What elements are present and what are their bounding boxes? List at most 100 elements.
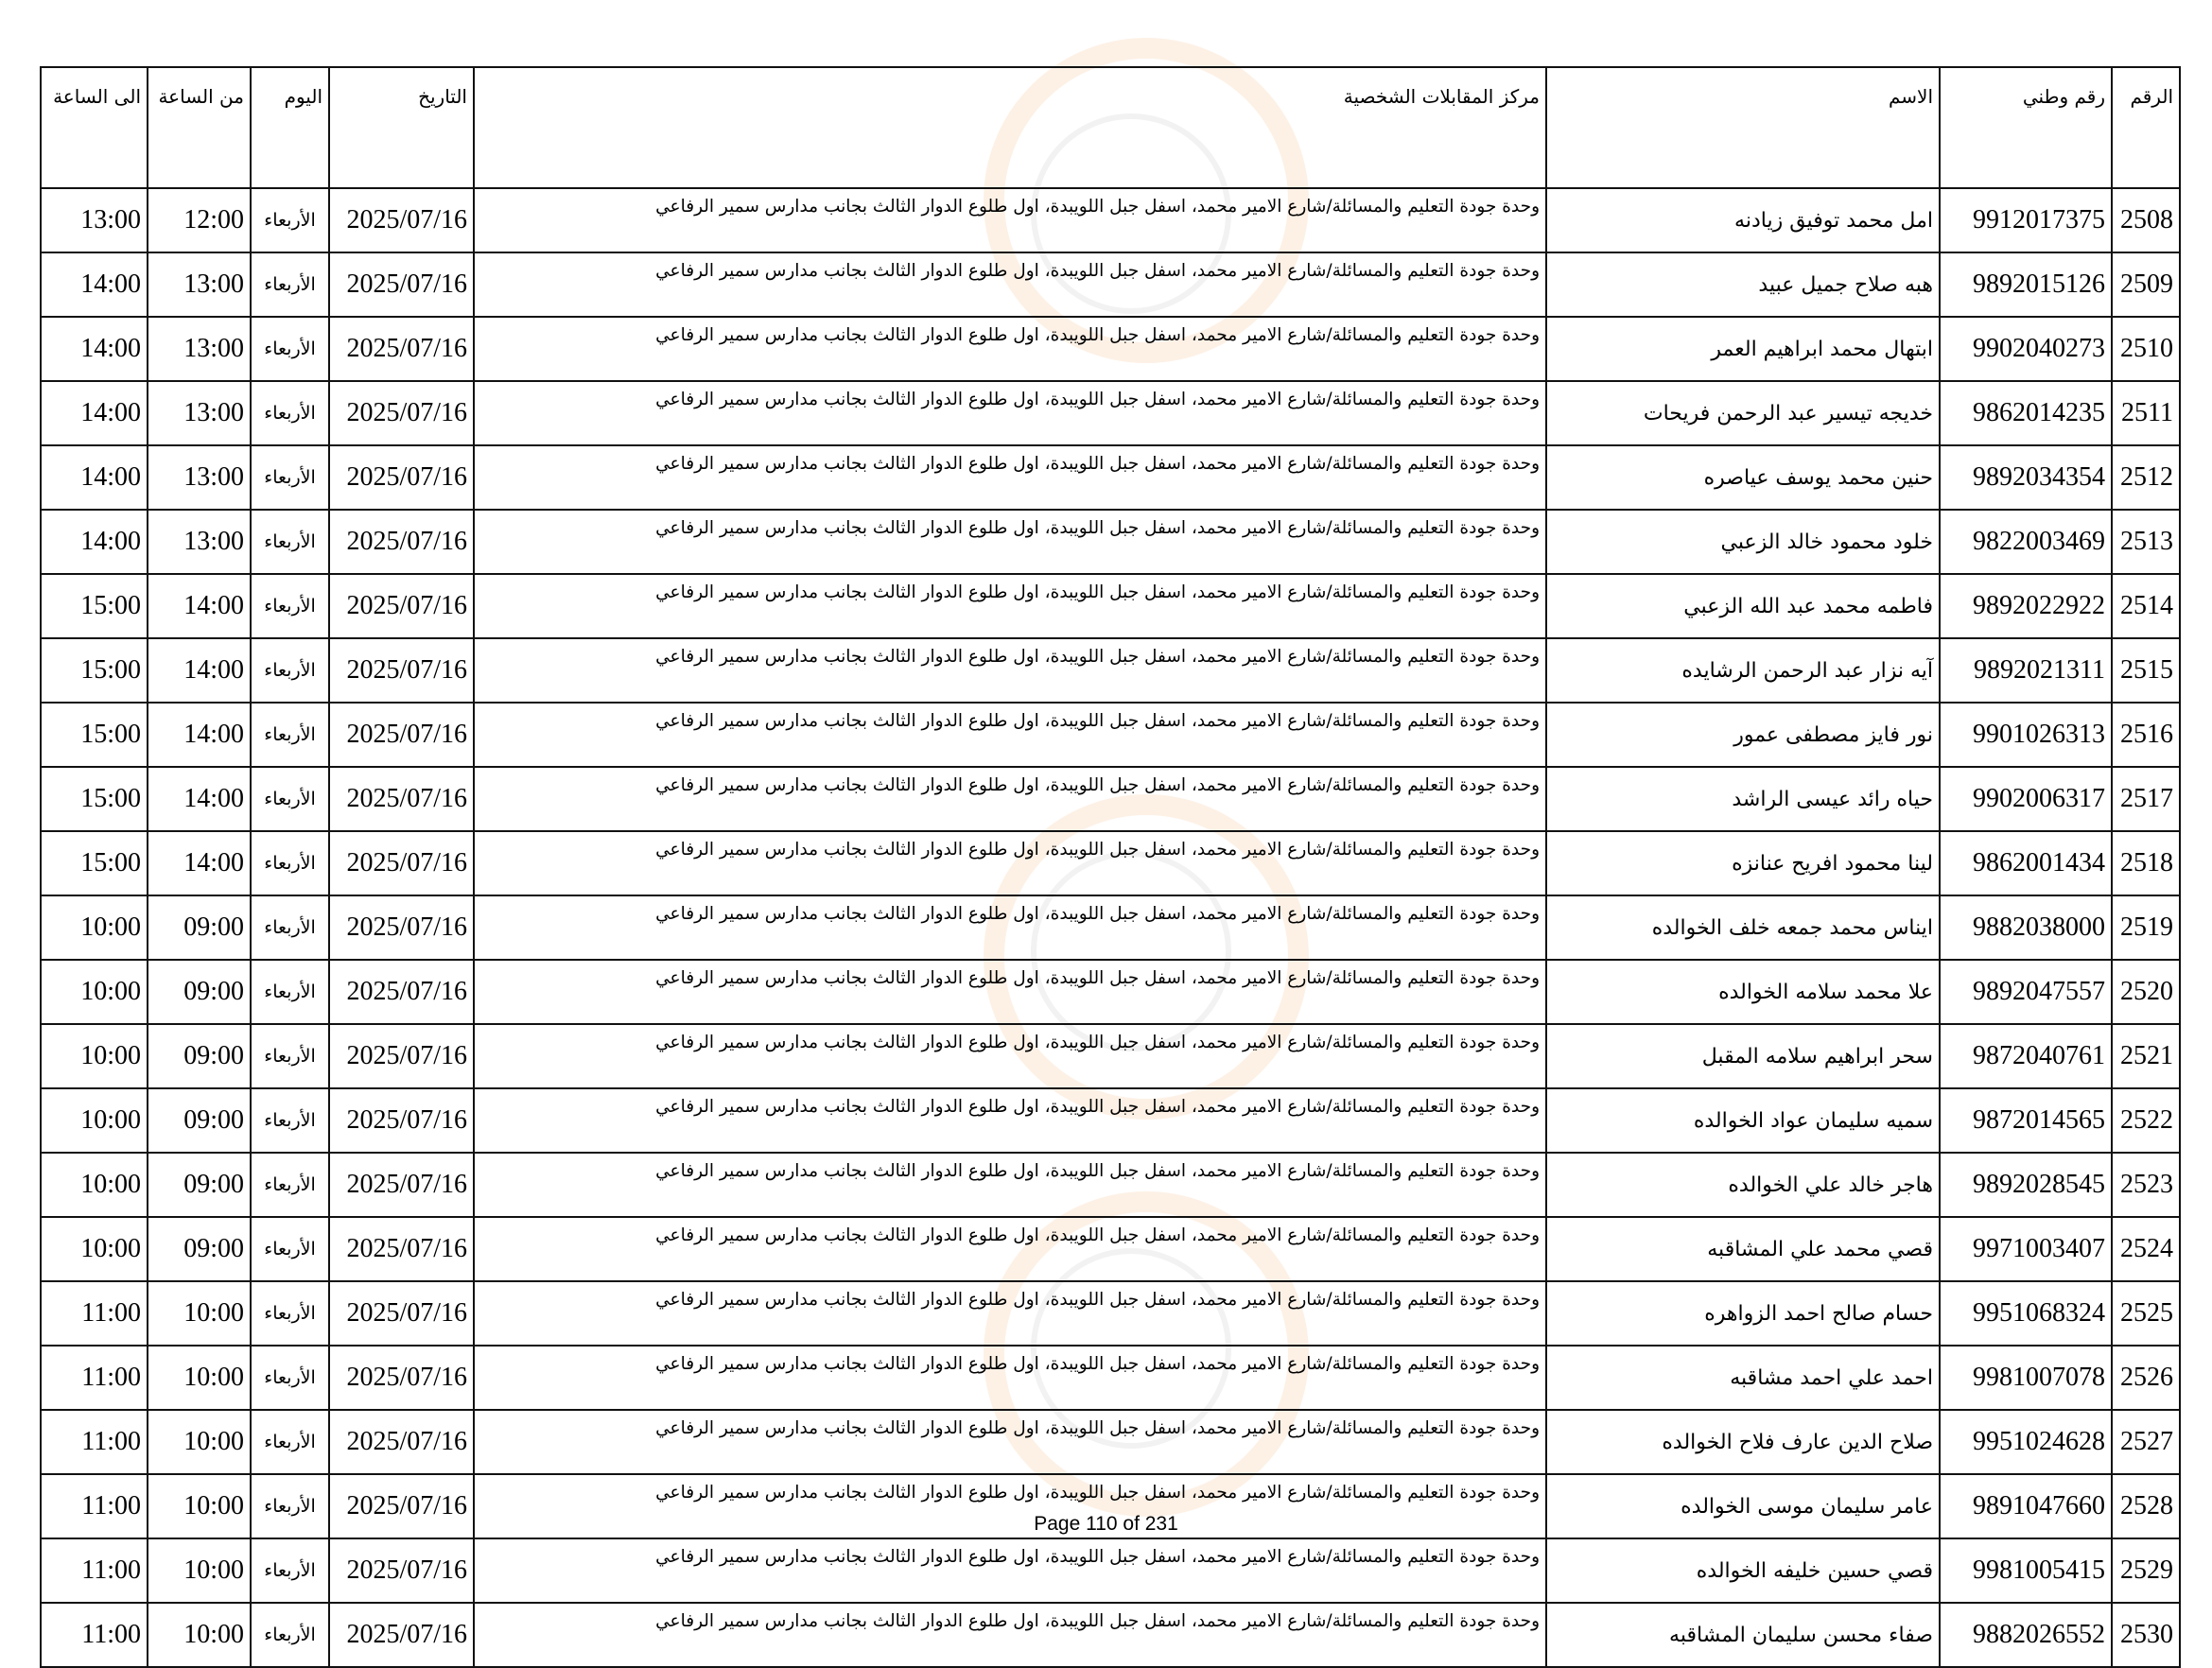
interview-center-cell: وحدة جودة التعليم والمسائلة/شارع الامير … [473,1409,1547,1475]
date-cell: 2025/07/16 [328,1087,475,1154]
interview-center-cell: وحدة جودة التعليم والمسائلة/شارع الامير … [473,895,1547,961]
national-id-cell: 9951068324 [1939,1280,2113,1347]
table-row: 2525 9951068324 حسام صالح احمد الزواهره وحد… [40,1280,2181,1347]
day-cell: الأربعاء [250,830,330,896]
header-national-id: رقم وطني [1939,66,2113,189]
to-time-cell: 15:00 [40,637,148,704]
national-id-cell: 9981007078 [1939,1345,2113,1411]
name-cell: نور فايز مصطفى عمور [1545,702,1941,768]
table-row: 2510 9902040273 ابتهال محمد ابراهيم العمر و… [40,316,2181,382]
name-cell: ابتهال محمد ابراهيم العمر [1545,316,1941,382]
date-cell: 2025/07/16 [328,1023,475,1089]
from-time-cell: 10:00 [147,1345,252,1411]
day-cell: الأربعاء [250,1538,330,1604]
table-row: 2527 9951024628 صلاح الدين عارف فلاح الخوا… [40,1409,2181,1475]
to-time-cell: 14:00 [40,509,148,575]
day-cell: الأربعاء [250,895,330,961]
name-cell: سميه سليمان عواد الخوالده [1545,1087,1941,1154]
day-cell: الأربعاء [250,1280,330,1347]
interview-center-cell: وحدة جودة التعليم والمسائلة/شارع الامير … [473,766,1547,832]
row-index-cell: 2509 [2111,252,2181,318]
table-row: 2519 9882038000 ايناس محمد جمعه خلف الخوال… [40,895,2181,961]
date-cell: 2025/07/16 [328,1409,475,1475]
table-row: 2513 9822003469 خلود محمود خالد الزعبي وحدة… [40,509,2181,575]
from-time-cell: 13:00 [147,316,252,382]
row-index-cell: 2523 [2111,1152,2181,1218]
interview-center-cell: وحدة جودة التعليم والمسائلة/شارع الامير … [473,1602,1547,1668]
name-cell: ايناس محمد جمعه خلف الخوالده [1545,895,1941,961]
header-center: مركز المقابلات الشخصية [473,66,1547,189]
name-cell: عامر سليمان موسى الخوالده [1545,1473,1941,1539]
table-body: 2508 9912017375 امل محمد توفيق زيادنه وحدة … [40,187,2181,1668]
interview-center-cell: وحدة جودة التعليم والمسائلة/شارع الامير … [473,637,1547,704]
interview-center-cell: وحدة جودة التعليم والمسائلة/شارع الامير … [473,252,1547,318]
table-header-row: الرقم رقم وطني الاسم مركز المقابلات الشخ… [40,66,2181,189]
table-row: 2524 9971003407 قصي محمد علي المشاقبه وحدة … [40,1216,2181,1282]
from-time-cell: 10:00 [147,1538,252,1604]
name-cell: امل محمد توفيق زيادنه [1545,187,1941,253]
day-cell: الأربعاء [250,380,330,446]
row-index-cell: 2517 [2111,766,2181,832]
day-cell: الأربعاء [250,1023,330,1089]
national-id-cell: 9862001434 [1939,830,2113,896]
from-time-cell: 13:00 [147,444,252,511]
date-cell: 2025/07/16 [328,1216,475,1282]
date-cell: 2025/07/16 [328,380,475,446]
from-time-cell: 10:00 [147,1409,252,1475]
name-cell: لينا محمود افريح عنانزه [1545,830,1941,896]
national-id-cell: 9901026313 [1939,702,2113,768]
to-time-cell: 10:00 [40,895,148,961]
from-time-cell: 09:00 [147,1023,252,1089]
interview-center-cell: وحدة جودة التعليم والمسائلة/شارع الامير … [473,509,1547,575]
to-time-cell: 15:00 [40,573,148,639]
row-index-cell: 2519 [2111,895,2181,961]
national-id-cell: 9981005415 [1939,1538,2113,1604]
date-cell: 2025/07/16 [328,509,475,575]
national-id-cell: 9892028545 [1939,1152,2113,1218]
date-cell: 2025/07/16 [328,1602,475,1668]
from-time-cell: 09:00 [147,1216,252,1282]
from-time-cell: 09:00 [147,1087,252,1154]
date-cell: 2025/07/16 [328,702,475,768]
date-cell: 2025/07/16 [328,1538,475,1604]
day-cell: الأربعاء [250,444,330,511]
to-time-cell: 10:00 [40,1152,148,1218]
to-time-cell: 13:00 [40,187,148,253]
from-time-cell: 13:00 [147,252,252,318]
national-id-cell: 9891047660 [1939,1473,2113,1539]
national-id-cell: 9882038000 [1939,895,2113,961]
interview-center-cell: وحدة جودة التعليم والمسائلة/شارع الامير … [473,1023,1547,1089]
day-cell: الأربعاء [250,1473,330,1539]
name-cell: سحر ابراهيم سلامه المقبل [1545,1023,1941,1089]
interview-center-cell: وحدة جودة التعليم والمسائلة/شارع الامير … [473,316,1547,382]
interview-center-cell: وحدة جودة التعليم والمسائلة/شارع الامير … [473,830,1547,896]
table-row: 2523 9892028545 هاجر خالد علي الخوالده وحدة… [40,1152,2181,1218]
day-cell: الأربعاء [250,1345,330,1411]
to-time-cell: 11:00 [40,1280,148,1347]
day-cell: الأربعاء [250,1152,330,1218]
interview-center-cell: وحدة جودة التعليم والمسائلة/شارع الامير … [473,187,1547,253]
interview-center-cell: وحدة جودة التعليم والمسائلة/شارع الامير … [473,1345,1547,1411]
header-index: الرقم [2111,66,2181,189]
table-row: 2518 9862001434 لينا محمود افريح عنانزه وحد… [40,830,2181,896]
date-cell: 2025/07/16 [328,1280,475,1347]
row-index-cell: 2518 [2111,830,2181,896]
interview-center-cell: وحدة جودة التعليم والمسائلة/شارع الامير … [473,1280,1547,1347]
name-cell: حنين محمد يوسف عياصره [1545,444,1941,511]
national-id-cell: 9882026552 [1939,1602,2113,1668]
day-cell: الأربعاء [250,1216,330,1282]
date-cell: 2025/07/16 [328,187,475,253]
name-cell: حسام صالح احمد الزواهره [1545,1280,1941,1347]
national-id-cell: 9892021311 [1939,637,2113,704]
row-index-cell: 2514 [2111,573,2181,639]
national-id-cell: 9912017375 [1939,187,2113,253]
row-index-cell: 2510 [2111,316,2181,382]
from-time-cell: 14:00 [147,766,252,832]
date-cell: 2025/07/16 [328,316,475,382]
day-cell: الأربعاء [250,1409,330,1475]
interview-center-cell: وحدة جودة التعليم والمسائلة/شارع الامير … [473,573,1547,639]
date-cell: 2025/07/16 [328,637,475,704]
interview-center-cell: وحدة جودة التعليم والمسائلة/شارع الامير … [473,1152,1547,1218]
row-index-cell: 2512 [2111,444,2181,511]
name-cell: هبه صلاح جميل عبيد [1545,252,1941,318]
